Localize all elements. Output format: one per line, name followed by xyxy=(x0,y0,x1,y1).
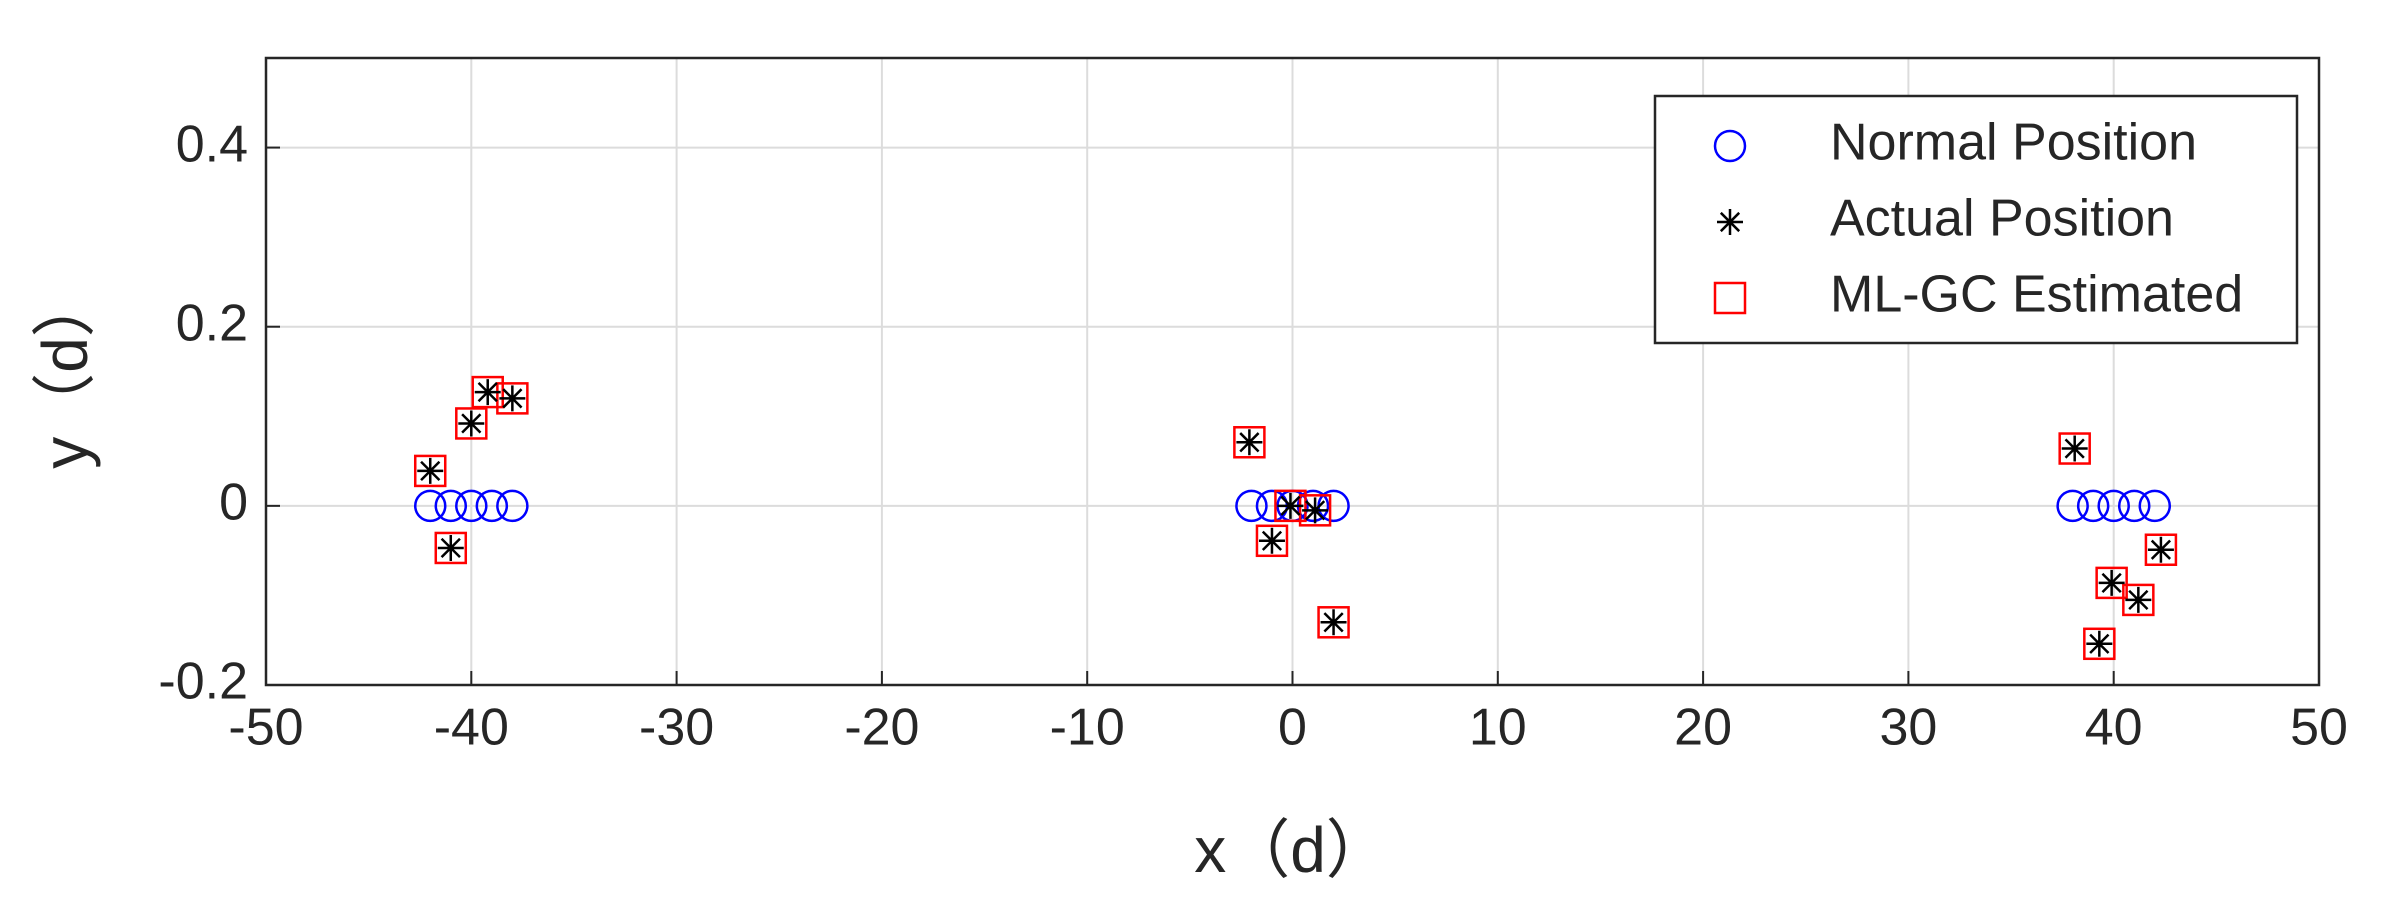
point xyxy=(2095,566,2128,600)
x-tick-label: -20 xyxy=(844,699,919,757)
point xyxy=(2076,489,2110,523)
x-tick-label: -30 xyxy=(639,699,714,757)
point xyxy=(434,531,468,565)
point xyxy=(2058,432,2091,465)
plot-frame xyxy=(264,56,2321,687)
x-tick-label: -10 xyxy=(1050,699,1125,757)
point xyxy=(1255,524,1289,558)
point xyxy=(2144,533,2178,566)
point xyxy=(455,489,488,523)
y-tick-label: 0.2 xyxy=(176,294,248,352)
point xyxy=(2147,536,2174,563)
x-tick-label: 0 xyxy=(1278,699,1307,757)
legend-marker xyxy=(1717,209,1743,235)
point xyxy=(2138,489,2172,523)
point xyxy=(434,489,468,523)
point xyxy=(496,382,529,415)
legend-box xyxy=(1653,94,2299,345)
series xyxy=(417,379,2174,657)
legend-marker xyxy=(1713,281,1747,315)
point xyxy=(1233,426,1266,459)
x-tick-label: 10 xyxy=(1469,699,1527,757)
x-axis-label: x（d） xyxy=(1194,814,1390,886)
x-tick-label: 50 xyxy=(2290,699,2348,757)
legend-label: ML-GC Estimated xyxy=(1830,266,2243,324)
y-tick-label: 0 xyxy=(219,474,248,532)
y-tick-label: -0.2 xyxy=(158,653,248,711)
point xyxy=(2083,627,2116,661)
point xyxy=(455,407,488,440)
point xyxy=(1302,497,1329,524)
point xyxy=(413,454,447,488)
point xyxy=(2061,435,2088,462)
point xyxy=(496,489,529,523)
point xyxy=(1258,527,1285,554)
point xyxy=(2125,586,2152,613)
x-tick-label: 20 xyxy=(1674,699,1732,757)
point xyxy=(458,410,485,437)
point xyxy=(474,379,501,406)
point xyxy=(1235,489,1268,523)
point xyxy=(1317,606,1350,639)
point xyxy=(2117,489,2151,523)
legend-label: Actual Position xyxy=(1830,190,2174,248)
y-tick-label: 0.4 xyxy=(176,115,248,173)
point xyxy=(1236,429,1263,456)
legend: Normal Position Actual Position ML-GC Esti… xyxy=(1653,94,2299,345)
point xyxy=(2056,489,2089,523)
point xyxy=(471,375,504,409)
point xyxy=(1274,489,1307,523)
point xyxy=(1320,609,1347,636)
legend-marker xyxy=(1713,129,1747,163)
point xyxy=(2097,489,2130,523)
x-tick-label: 30 xyxy=(1879,699,1937,757)
series xyxy=(413,375,2178,661)
point xyxy=(437,534,464,561)
point xyxy=(499,385,526,412)
point xyxy=(1277,492,1304,519)
point xyxy=(475,489,509,523)
y-axis-label: y（d） xyxy=(29,273,101,469)
point xyxy=(2122,583,2155,617)
x-tick-label: -40 xyxy=(434,699,509,757)
x-tick-label: -50 xyxy=(228,699,303,757)
point xyxy=(417,457,444,484)
point xyxy=(2086,630,2113,657)
point xyxy=(2098,569,2125,596)
legend-label: Normal Position xyxy=(1830,114,2197,172)
point xyxy=(413,489,447,523)
point xyxy=(1298,494,1332,527)
x-tick-label: 40 xyxy=(2085,699,2143,757)
